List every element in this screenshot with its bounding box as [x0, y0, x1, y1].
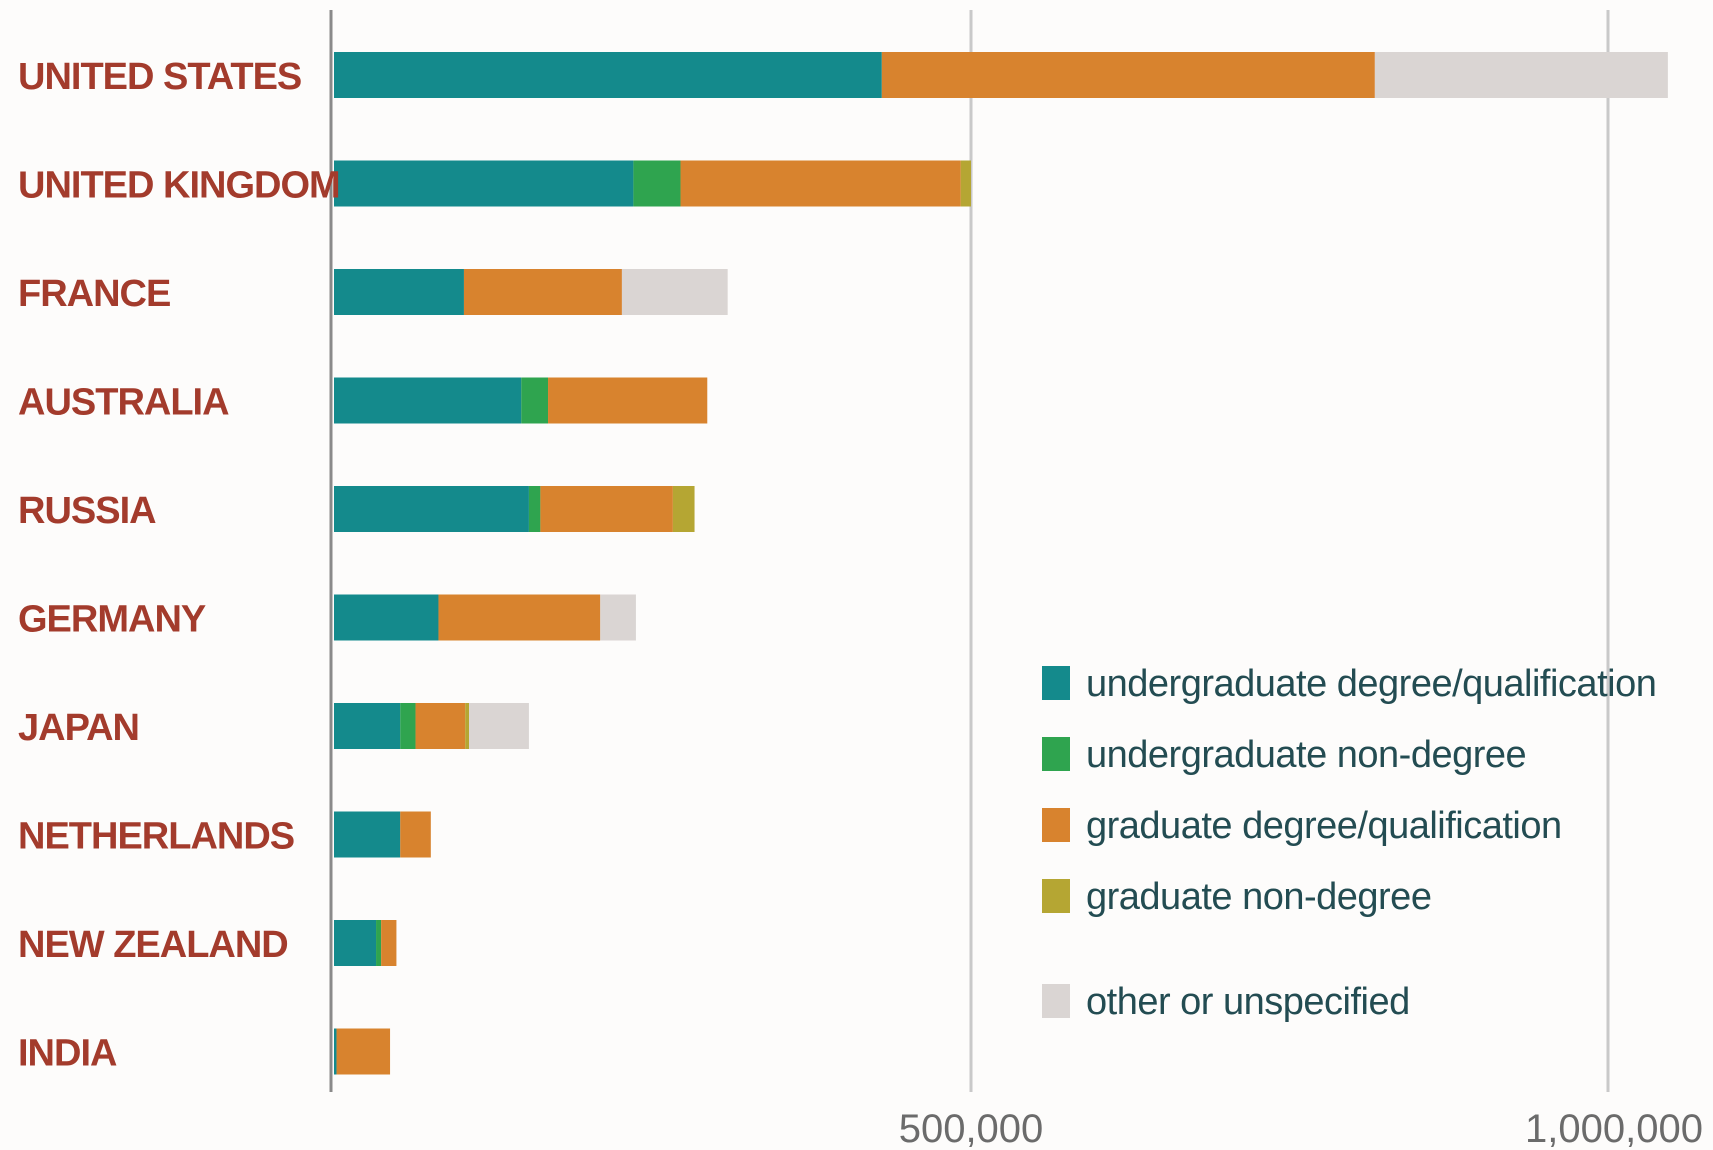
bar-france-other-or-unspecified: [621, 269, 728, 315]
bar-germany-other-or-unspecified: [600, 594, 636, 641]
bar-new-zealand-undergraduate-degree-qualification: [334, 920, 377, 966]
legend-swatch-graduate-degree-qualification: [1042, 808, 1070, 842]
bar-united-kingdom-undergraduate-non-degree: [633, 160, 681, 207]
bar-japan-undergraduate-degree-qualification: [334, 703, 401, 749]
bar-japan-other-or-unspecified: [469, 703, 529, 749]
legend-swatch-graduate-non-degree: [1042, 879, 1070, 913]
bars: [334, 52, 1668, 1075]
bar-japan-undergraduate-non-degree: [400, 703, 416, 749]
legend-label-other-or-unspecified: other or unspecified: [1086, 981, 1410, 1023]
bar-japan-graduate-degree-qualification: [415, 703, 466, 749]
bar-india-graduate-degree-qualification: [336, 1028, 391, 1075]
legend-label-undergraduate-non-degree: undergraduate non-degree: [1086, 734, 1526, 776]
country-label-united-kingdom: UNITED KINGDOM: [18, 165, 340, 207]
bar-japan-graduate-non-degree: [465, 703, 470, 749]
bar-russia-undergraduate-degree-qualification: [334, 486, 529, 532]
bar-new-zealand-undergraduate-non-degree: [376, 920, 382, 966]
legend-label-graduate-degree-qualification: graduate degree/qualification: [1086, 805, 1562, 847]
x-tick-labels: 500,000 1,000,000: [899, 1107, 1703, 1150]
bar-united-kingdom-undergraduate-degree-qualification: [334, 160, 634, 207]
bar-netherlands-undergraduate-degree-qualification: [334, 811, 401, 858]
bar-united-kingdom-graduate-non-degree: [960, 160, 971, 207]
bar-australia-undergraduate-degree-qualification: [334, 377, 522, 424]
bar-france-undergraduate-degree-qualification: [334, 269, 464, 315]
bar-united-states-graduate-degree-qualification: [881, 52, 1375, 98]
legend-label-graduate-non-degree: graduate non-degree: [1086, 876, 1431, 918]
bar-germany-graduate-degree-qualification: [438, 594, 601, 641]
country-label-india: INDIA: [18, 1033, 117, 1075]
country-label-netherlands: NETHERLANDS: [18, 816, 294, 858]
country-label-russia: RUSSIA: [18, 490, 156, 532]
country-label-germany: GERMANY: [18, 599, 206, 641]
bar-netherlands-graduate-degree-qualification: [400, 811, 431, 858]
bar-australia-graduate-degree-qualification: [548, 377, 708, 424]
country-label-united-states: UNITED STATES: [18, 56, 301, 98]
bar-new-zealand-graduate-degree-qualification: [381, 920, 397, 966]
legend-swatch-undergraduate-degree-qualification: [1042, 666, 1070, 700]
country-label-new-zealand: NEW ZEALAND: [18, 924, 288, 966]
bar-russia-graduate-degree-qualification: [540, 486, 673, 532]
bar-united-states-undergraduate-degree-qualification: [334, 52, 882, 98]
country-label-australia: AUSTRALIA: [18, 382, 229, 424]
bar-russia-graduate-non-degree: [672, 486, 695, 532]
country-label-france: FRANCE: [18, 273, 170, 315]
legend-label-undergraduate-degree-qualification: undergraduate degree/qualification: [1086, 663, 1656, 705]
gridlines: [969, 10, 1610, 1092]
bar-france-graduate-degree-qualification: [463, 269, 622, 315]
bar-india-undergraduate-degree-qualification: [334, 1028, 337, 1075]
legend: undergraduate degree/qualification underg…: [1042, 663, 1657, 1023]
country-label-japan: JAPAN: [18, 707, 139, 749]
legend-swatch-other-or-unspecified: [1042, 984, 1070, 1018]
x-tick-label-500-000: 500,000: [899, 1107, 1044, 1150]
bar-australia-undergraduate-non-degree: [521, 377, 549, 424]
legend-swatch-undergraduate-non-degree: [1042, 737, 1070, 771]
bar-russia-undergraduate-non-degree: [528, 486, 541, 532]
bar-united-kingdom-graduate-degree-qualification: [680, 160, 961, 207]
x-tick-label-1-000-000: 1,000,000: [1525, 1107, 1703, 1150]
bar-united-states-other-or-unspecified: [1374, 52, 1668, 98]
bar-germany-undergraduate-degree-qualification: [334, 594, 439, 641]
country-labels: UNITED STATES UNITED KINGDOM FRANCE AUSTRAL…: [18, 56, 341, 1075]
